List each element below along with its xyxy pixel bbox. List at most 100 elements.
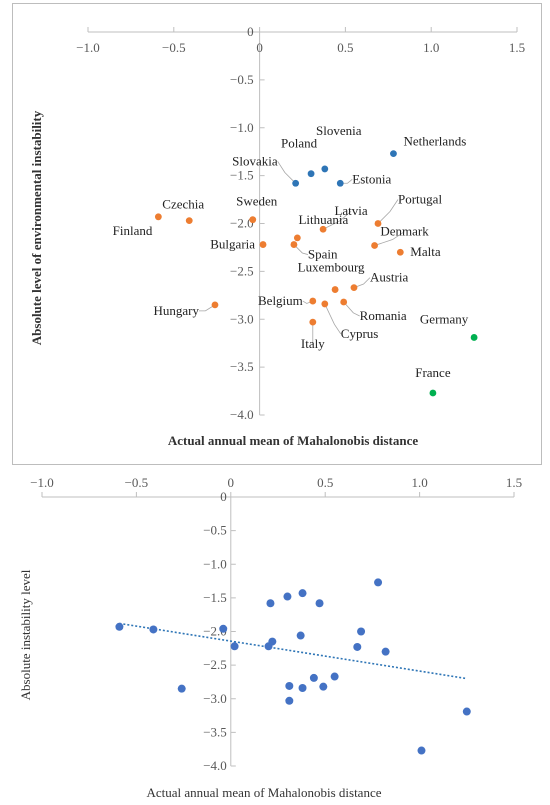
data-point-france [429,389,437,397]
data-point [230,642,239,651]
data-label-malta: Malta [410,244,441,259]
y-tick-label: −1.5 [203,590,227,605]
data-label-latvia: Latvia [334,203,367,218]
chart-panel-top [12,3,542,465]
x-axis-title: Actual annual mean of Mahalonobis distan… [146,785,381,800]
trend-line [119,622,467,680]
data-point-poland [307,170,315,178]
x-tick-label: 0.5 [317,475,333,490]
data-point [417,746,426,755]
y-tick-label: −1.0 [203,556,227,571]
data-point-slovenia [321,165,329,173]
x-axis-title: Actual annual mean of Mahalonobis distan… [168,433,419,448]
data-point [309,673,318,682]
data-point-austria [350,284,358,292]
y-tick-label: −3.5 [230,359,254,374]
y-tick-label: −2.5 [203,657,227,672]
data-label-belgium: Belgium [258,293,303,308]
data-label-hungary: Hungary [153,303,199,318]
data-point [285,681,294,690]
data-point [330,672,339,681]
data-point-luxembourg [331,286,339,293]
data-point [462,707,471,716]
data-point [149,625,158,634]
data-point-estonia [336,179,344,187]
data-point [357,627,366,636]
data-label-france: France [415,365,451,380]
x-tick-label: −0.5 [125,475,149,490]
leader-line [277,161,296,184]
y-tick-label: 0 [220,489,227,504]
x-tick-label: −1.0 [30,475,54,490]
data-label-spain: Spain [308,247,338,262]
data-point-cyprus [321,300,329,308]
data-label-estonia: Estonia [352,171,391,186]
data-point-denmark [371,242,378,249]
x-tick-label: −0.5 [162,40,186,55]
data-point-italy [309,318,317,326]
y-axis-title: Absolute level of environmental instabil… [29,110,44,345]
y-tick-label: 0 [247,24,254,39]
data-point [296,631,305,640]
data-point [264,642,273,651]
x-tick-label: 1.5 [506,475,522,490]
y-tick-label: −2.0 [230,216,254,231]
leader-line [293,244,309,255]
data-point-netherlands [390,150,397,158]
data-label-luxembourg: Luxembourg [298,260,365,275]
y-tick-label: −0.5 [230,72,254,87]
data-label-finland: Finland [113,223,153,238]
x-tick-label: 1.0 [411,475,427,490]
data-point-sweden [249,216,257,224]
data-point [353,642,362,651]
data-point-bulgaria [259,241,267,248]
data-label-slovakia: Slovakia [232,153,278,168]
x-tick-label: 1.0 [423,40,439,55]
data-point [298,683,307,692]
data-point-romania [340,298,348,306]
data-point [285,696,294,705]
x-tick-label: 0.5 [337,40,353,55]
y-axis-title: Absolute instability level [18,569,33,700]
data-label-romania: Romania [360,308,407,323]
y-tick-label: −0.5 [203,523,227,538]
leader-line [353,277,371,289]
y-tick-label: −1.0 [230,120,254,135]
scatter-chart-instability-level: −1.0 −0.5 0 0.5 1.0 1.50−0.5−1.0−1.5−2.0−2.5−… [18,475,522,800]
y-tick-label: −2.5 [230,263,254,278]
leader-line [324,303,342,335]
data-label-netherlands: Netherlands [403,134,466,149]
data-point [381,647,390,656]
y-tick-label: −3.0 [203,691,227,706]
data-point-belgium [309,297,317,305]
x-tick-label: 0 [228,475,235,490]
data-point [115,622,124,631]
data-point-portugal [374,220,382,227]
data-point [266,599,275,608]
data-point-spain [290,241,298,248]
data-label-lithuania: Lithuania [298,212,348,227]
data-point [319,682,328,691]
x-tick-label: 1.5 [509,40,525,55]
data-label-slovenia: Slovenia [316,123,362,138]
y-tick-label: −4.0 [230,407,254,422]
data-point [315,599,324,608]
data-label-austria: Austria [370,270,409,285]
data-point-lithuania [293,234,301,242]
data-label-czechia: Czechia [162,197,204,212]
data-label-poland: Poland [281,136,318,151]
y-tick-label: −1.5 [230,168,254,183]
data-point-finland [154,213,162,221]
y-tick-label: −3.5 [203,724,227,739]
data-label-sweden: Sweden [236,194,278,209]
leader-line [198,304,216,312]
data-point [374,578,383,587]
scatter-chart-environmental-instability: −1.0 −0.5 0 0.5 1.0 1.5 0 −0.5 −1.0 −1.5 −2.0 −2.5 −… [29,24,525,448]
data-point [298,589,307,598]
data-point [177,684,186,693]
data-label-portugal: Portugal [398,192,442,207]
x-tick-label: 0 [256,40,263,55]
data-point-malta [396,248,404,256]
leader-line [322,210,352,230]
data-label-italy: Italy [301,336,325,351]
